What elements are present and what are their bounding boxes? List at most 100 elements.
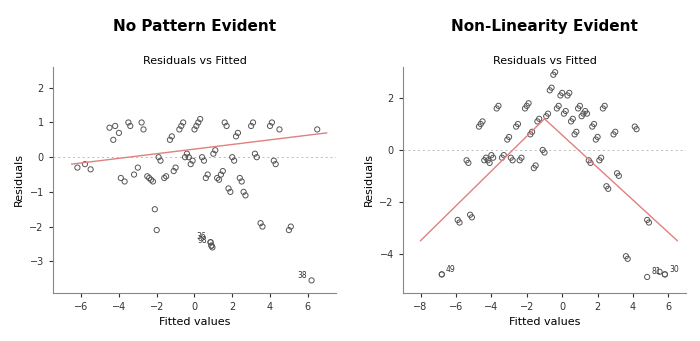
- Point: [197, 154, 208, 160]
- Point: [642, 217, 653, 223]
- Point: [108, 137, 119, 143]
- Point: [265, 123, 276, 129]
- Point: [550, 70, 561, 75]
- Point: [556, 90, 568, 95]
- Point: [546, 85, 557, 90]
- Point: [206, 243, 217, 248]
- Point: [620, 253, 631, 259]
- Point: [642, 274, 653, 280]
- Point: [532, 119, 543, 124]
- Point: [487, 155, 498, 160]
- Point: [540, 114, 552, 119]
- Point: [530, 163, 541, 168]
- Point: [537, 147, 548, 153]
- Point: [562, 93, 573, 98]
- Point: [251, 154, 262, 160]
- Point: [257, 224, 268, 229]
- Text: 49: 49: [446, 265, 456, 273]
- Point: [178, 120, 189, 125]
- Point: [525, 132, 536, 137]
- Point: [246, 123, 257, 129]
- Point: [512, 121, 524, 127]
- Point: [125, 123, 136, 129]
- Point: [610, 129, 621, 134]
- Point: [206, 245, 218, 250]
- Point: [583, 158, 594, 163]
- Text: 81: 81: [651, 267, 661, 276]
- Point: [454, 220, 465, 225]
- Point: [306, 278, 317, 283]
- Point: [612, 170, 623, 176]
- Point: [232, 130, 244, 136]
- Point: [240, 193, 251, 198]
- Point: [493, 103, 504, 108]
- Point: [505, 155, 517, 160]
- Point: [122, 120, 134, 125]
- Point: [510, 124, 522, 129]
- Point: [555, 93, 566, 98]
- Point: [603, 186, 614, 192]
- Text: 98: 98: [197, 236, 207, 245]
- Point: [181, 151, 193, 157]
- Point: [132, 165, 144, 170]
- Point: [160, 174, 172, 179]
- Point: [544, 88, 555, 93]
- Point: [116, 175, 127, 181]
- Point: [113, 130, 125, 136]
- Point: [594, 158, 605, 163]
- Point: [205, 239, 216, 245]
- Point: [436, 272, 447, 277]
- Point: [542, 111, 554, 116]
- Point: [516, 155, 527, 160]
- Text: 36: 36: [197, 233, 206, 241]
- Point: [136, 120, 147, 125]
- Point: [480, 155, 491, 160]
- Text: Non-Linearity Evident: Non-Linearity Evident: [451, 19, 638, 34]
- Point: [597, 106, 608, 111]
- Point: [153, 154, 164, 160]
- Point: [601, 183, 612, 189]
- Point: [590, 137, 601, 142]
- Title: Residuals vs Fitted: Residuals vs Fitted: [143, 56, 246, 66]
- Point: [592, 134, 603, 140]
- Point: [284, 227, 295, 233]
- Point: [629, 124, 641, 129]
- Point: [217, 168, 228, 174]
- Text: 30: 30: [669, 265, 679, 273]
- Point: [659, 272, 671, 277]
- Point: [119, 179, 130, 184]
- Point: [312, 127, 323, 132]
- Point: [559, 111, 570, 116]
- Point: [482, 158, 493, 163]
- Point: [85, 167, 96, 172]
- Point: [587, 124, 598, 129]
- Point: [574, 103, 585, 108]
- Point: [631, 127, 642, 132]
- Point: [219, 120, 230, 125]
- Point: [654, 269, 665, 275]
- Point: [214, 177, 225, 182]
- Point: [146, 177, 157, 182]
- Point: [187, 158, 198, 163]
- Point: [168, 168, 179, 174]
- Point: [573, 106, 584, 111]
- Point: [576, 114, 587, 119]
- Point: [255, 220, 266, 226]
- Point: [498, 152, 510, 158]
- Point: [104, 125, 115, 130]
- Point: [522, 103, 533, 108]
- Point: [174, 127, 185, 132]
- Point: [547, 72, 559, 77]
- Point: [528, 165, 540, 171]
- Point: [502, 137, 513, 142]
- Point: [533, 116, 545, 121]
- Point: [491, 106, 503, 111]
- Point: [582, 111, 593, 116]
- Y-axis label: Residuals: Residuals: [14, 153, 24, 206]
- Point: [466, 214, 477, 220]
- Point: [503, 134, 514, 140]
- Point: [479, 158, 490, 163]
- Point: [274, 127, 285, 132]
- Point: [151, 227, 162, 233]
- Point: [138, 127, 149, 132]
